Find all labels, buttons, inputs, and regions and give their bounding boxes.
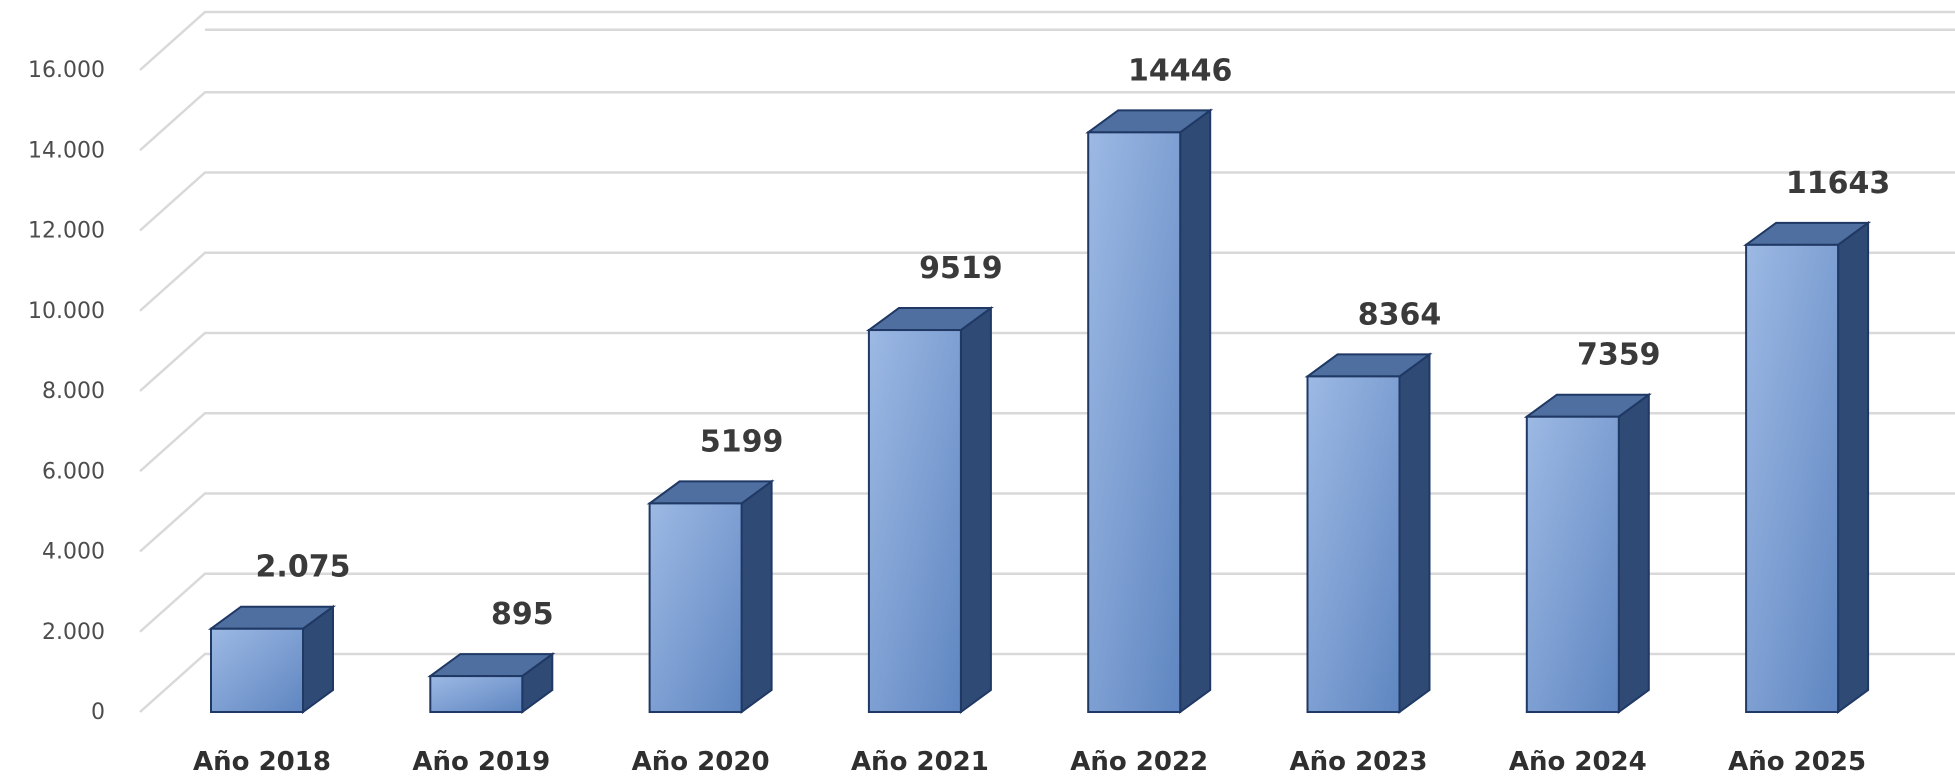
data-label: 11643 <box>1786 166 1890 201</box>
data-label: 8364 <box>1358 297 1442 332</box>
x-tick-label: Año 2020 <box>632 747 770 777</box>
gridline <box>139 10 1955 71</box>
x-tick-label: Año 2019 <box>412 747 550 777</box>
y-tick-label: 4.000 <box>42 540 105 565</box>
y-tick-label: 16.000 <box>28 58 105 83</box>
bar <box>646 479 775 714</box>
bar-side <box>1398 352 1431 714</box>
y-tick-label: 12.000 <box>28 219 105 244</box>
y-axis: 0 2.000 4.000 6.000 8.000 10.000 12.000 14.000 1… <box>28 58 105 725</box>
gridline <box>139 652 1955 713</box>
gridline <box>139 171 1955 232</box>
bar <box>1304 352 1433 714</box>
data-labels: 2.075 895 5199 9519 14446 8364 7359 11643 <box>256 53 1891 632</box>
gridline <box>139 331 1955 392</box>
gridline <box>139 91 1955 152</box>
bar <box>865 306 994 714</box>
bar-side <box>1179 108 1212 714</box>
data-label: 895 <box>491 597 554 632</box>
x-tick-label: Año 2025 <box>1728 747 1866 777</box>
y-tick-label: 2.000 <box>42 620 105 645</box>
bar <box>427 652 556 714</box>
gridline <box>139 492 1955 553</box>
bar-front <box>1525 415 1620 713</box>
data-label: 2.075 <box>256 550 351 585</box>
x-tick-label: Año 2022 <box>1070 747 1208 777</box>
bar-side <box>740 479 773 714</box>
bar-front <box>648 502 743 714</box>
x-axis: Año 2018 Año 2019 Año 2020 Año 2021 Año 2022… <box>193 747 1866 777</box>
y-tick-label: 0 <box>91 700 105 725</box>
y-tick-label: 8.000 <box>42 379 105 404</box>
gridline <box>139 251 1955 312</box>
bar <box>1743 220 1872 714</box>
x-tick-label: Año 2023 <box>1290 747 1428 777</box>
y-tick-label: 6.000 <box>42 459 105 484</box>
y-tick-label: 10.000 <box>28 299 105 324</box>
gridline <box>139 572 1955 633</box>
data-label: 14446 <box>1128 53 1232 88</box>
bar-front <box>429 675 524 714</box>
bar-front <box>1745 243 1840 714</box>
data-label: 7359 <box>1577 338 1661 373</box>
x-tick-label: Año 2018 <box>193 747 331 777</box>
bar-front <box>1306 375 1401 713</box>
data-label: 9519 <box>919 251 1003 286</box>
bar <box>1523 392 1652 714</box>
bar-front <box>210 627 304 713</box>
gridlines <box>139 10 1955 713</box>
bar-side <box>1617 392 1650 714</box>
bar <box>207 604 337 714</box>
data-label: 5199 <box>700 424 784 459</box>
bar <box>1085 108 1214 714</box>
bar-front <box>1087 131 1182 713</box>
x-tick-label: Año 2021 <box>851 747 989 777</box>
bar-side <box>1837 220 1870 714</box>
bar-side <box>959 306 992 714</box>
x-tick-label: Año 2024 <box>1509 747 1647 777</box>
gridline <box>139 412 1955 473</box>
y-tick-label: 14.000 <box>28 138 105 163</box>
bars <box>207 108 1872 714</box>
bar-front <box>867 329 962 713</box>
